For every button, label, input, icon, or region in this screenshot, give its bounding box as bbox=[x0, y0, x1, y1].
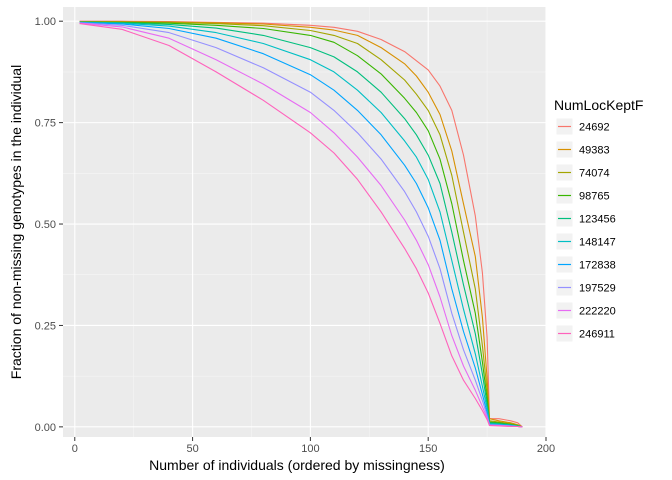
y-tick-label: 0.00 bbox=[35, 422, 56, 434]
series-line-123456 bbox=[79, 21, 523, 428]
legend-label: 123456 bbox=[579, 214, 616, 226]
y-tick-label: 1.00 bbox=[35, 16, 56, 28]
x-tick-label: 0 bbox=[72, 443, 78, 455]
series-line-49383 bbox=[79, 21, 523, 428]
series-line-98765 bbox=[79, 21, 523, 428]
legend-label: 98765 bbox=[579, 191, 610, 203]
legend-label: 74074 bbox=[579, 168, 610, 180]
x-tick-label: 50 bbox=[186, 443, 198, 455]
legend-label: 49383 bbox=[579, 145, 610, 157]
legend: NumLocKeptF 24692 49383 74074 98765 123456 14… bbox=[554, 97, 643, 343]
legend-label: 148147 bbox=[579, 237, 616, 249]
series-line-74074 bbox=[79, 21, 523, 428]
series-line-24692 bbox=[79, 20, 523, 428]
x-axis: 0 50 100 150 200 bbox=[72, 437, 555, 455]
series-lines bbox=[79, 20, 523, 428]
series-line-148147 bbox=[79, 21, 523, 428]
grid-minor bbox=[63, 7, 546, 437]
legend-items: 24692 49383 74074 98765 123456 148147 172838 19… bbox=[555, 117, 616, 343]
legend-title: NumLocKeptF bbox=[554, 97, 643, 113]
x-tick-label: 150 bbox=[419, 443, 437, 455]
y-axis-title: Fraction of non-missing genotypes in the… bbox=[8, 65, 24, 379]
legend-label: 24692 bbox=[579, 122, 610, 134]
legend-label: 222220 bbox=[579, 306, 616, 318]
plot-panel bbox=[63, 7, 546, 437]
legend-label: 197529 bbox=[579, 283, 616, 295]
y-tick-label: 0.50 bbox=[35, 219, 56, 231]
y-axis: 0.00 0.25 0.50 0.75 1.00 bbox=[35, 16, 63, 434]
series-line-246911 bbox=[79, 23, 523, 428]
legend-label: 246911 bbox=[579, 329, 615, 341]
y-tick-label: 0.75 bbox=[35, 118, 56, 130]
x-tick-label: 100 bbox=[301, 443, 319, 455]
legend-label: 172838 bbox=[579, 260, 616, 272]
x-tick-label: 200 bbox=[537, 443, 555, 455]
x-axis-title: Number of individuals (ordered by missin… bbox=[149, 457, 445, 473]
y-tick-label: 0.25 bbox=[35, 320, 56, 332]
